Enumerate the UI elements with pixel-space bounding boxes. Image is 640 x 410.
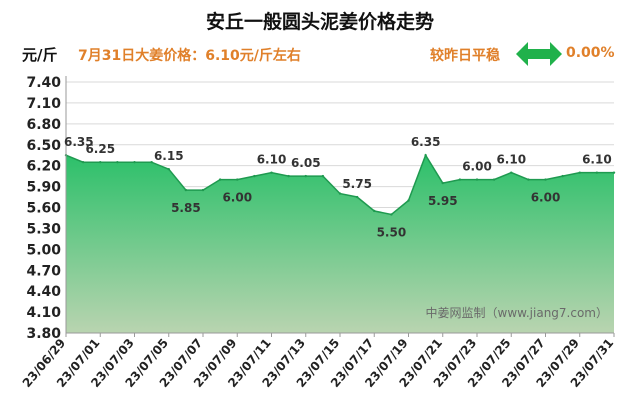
- y-tick-label: 5.00: [26, 242, 61, 258]
- y-tick-label: 5.60: [26, 201, 61, 217]
- data-label: 6.00: [462, 160, 492, 174]
- chart-title: 安丘一般圆头泥姜价格走势: [205, 11, 434, 33]
- y-tick-label: 7.10: [26, 96, 61, 112]
- data-point: [287, 174, 290, 178]
- data-point: [218, 178, 222, 181]
- y-tick-label: 6.20: [26, 159, 61, 175]
- data-point: [81, 160, 85, 164]
- change-percent: 0.00%: [566, 45, 615, 61]
- data-point: [236, 178, 239, 181]
- data-label: 6.10: [582, 153, 612, 167]
- series-area: [66, 155, 614, 333]
- data-point: [116, 160, 119, 164]
- data-point: [270, 171, 273, 174]
- data-label: 6.35: [411, 135, 441, 149]
- data-point: [167, 167, 170, 171]
- data-point: [201, 188, 205, 192]
- data-point: [612, 171, 616, 174]
- data-point: [99, 160, 102, 164]
- data-point: [510, 171, 513, 174]
- data-label: 6.00: [222, 191, 252, 205]
- data-point: [407, 199, 410, 202]
- y-tick-label: 5.90: [26, 180, 61, 196]
- data-point: [390, 213, 393, 216]
- data-label: 5.85: [171, 201, 201, 215]
- trend-status: 较昨日平稳: [430, 48, 500, 64]
- data-label: 6.35: [64, 135, 94, 149]
- data-point: [253, 174, 256, 178]
- y-tick-label: 7.40: [26, 75, 61, 91]
- data-point: [544, 178, 547, 181]
- data-point: [561, 174, 564, 178]
- data-label: 5.75: [342, 177, 372, 191]
- watermark-text: 中姜网监制（www.jiang7.com）: [426, 305, 608, 320]
- data-label: 6.15: [154, 149, 184, 163]
- data-label: 6.10: [496, 153, 526, 167]
- unit-label: 元/斤: [22, 46, 58, 64]
- y-tick-label: 4.10: [26, 305, 61, 321]
- y-tick-label: 6.80: [26, 117, 61, 133]
- data-point: [133, 160, 136, 164]
- data-point: [424, 154, 427, 157]
- data-point: [595, 171, 599, 174]
- data-point: [458, 178, 462, 181]
- y-tick-label: 6.50: [26, 138, 61, 154]
- data-label: 6.05: [291, 156, 321, 170]
- y-tick-label: 3.80: [26, 326, 61, 342]
- data-point: [475, 178, 479, 181]
- data-point: [184, 188, 188, 192]
- data-label: 6.00: [531, 191, 561, 205]
- data-label: 6.10: [257, 153, 287, 167]
- data-point: [441, 181, 444, 185]
- data-label: 5.95: [428, 194, 458, 208]
- data-point: [321, 174, 325, 178]
- data-point: [304, 174, 307, 178]
- data-point: [355, 195, 359, 199]
- data-point: [373, 209, 376, 213]
- data-point: [492, 178, 496, 181]
- double-arrow-icon: [516, 42, 562, 66]
- y-tick-label: 4.70: [26, 263, 61, 279]
- data-point: [527, 178, 530, 181]
- y-tick-label: 4.40: [26, 284, 61, 300]
- data-point: [150, 160, 153, 164]
- data-label: 5.50: [377, 225, 407, 239]
- data-point: [578, 171, 581, 174]
- price-summary: 7月31日大姜价格：6.10元/斤左右: [78, 48, 301, 64]
- data-label: 6.25: [85, 142, 115, 156]
- y-tick-label: 5.30: [26, 221, 61, 237]
- data-point: [338, 192, 342, 195]
